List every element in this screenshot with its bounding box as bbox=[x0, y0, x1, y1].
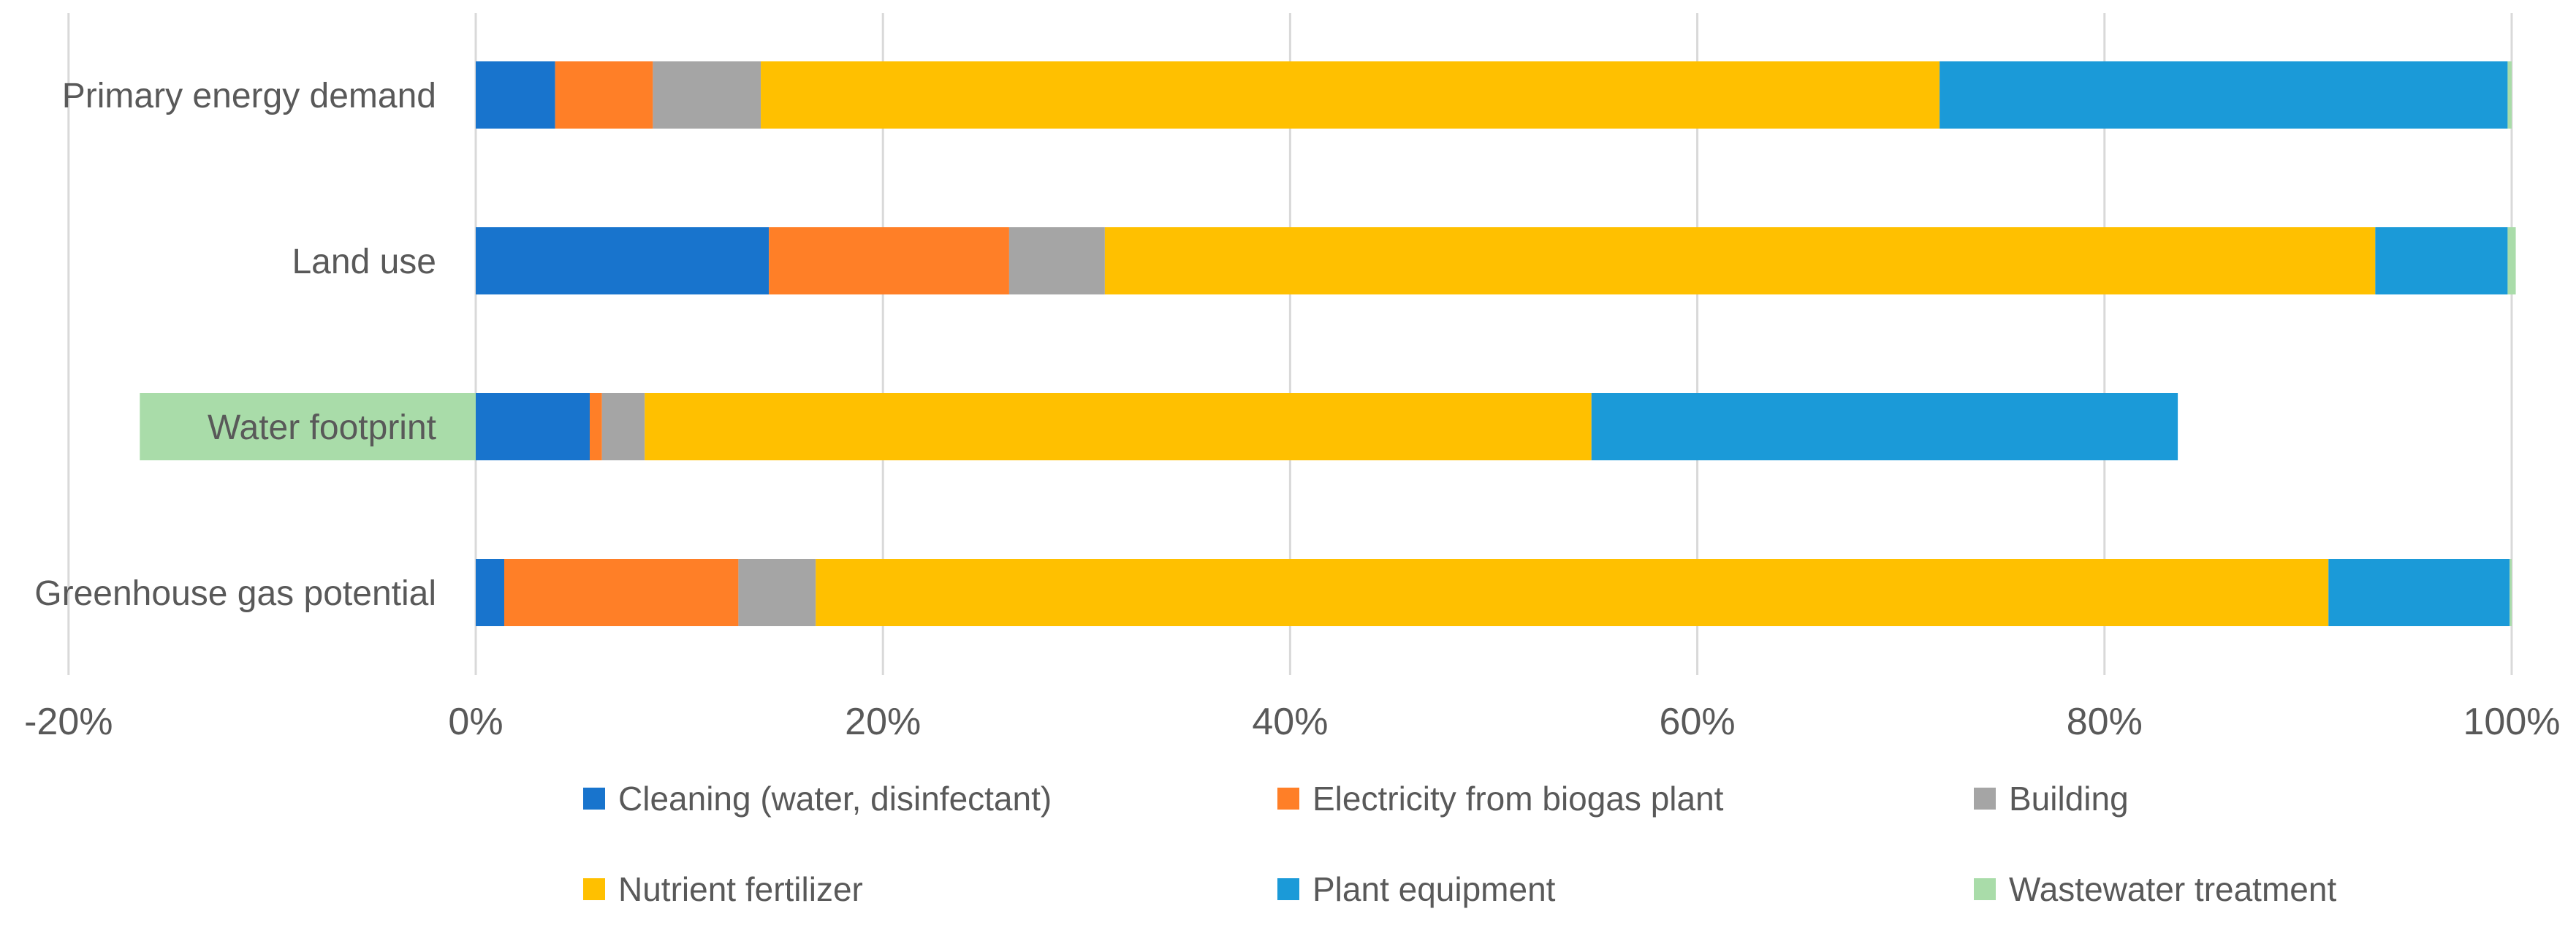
legend-swatch bbox=[583, 788, 605, 810]
bar-segment-0-2 bbox=[653, 61, 761, 129]
x-axis-tick-labels: -20% 0% 20% 40% 60% 80% 100% bbox=[24, 701, 2560, 743]
category-label: Primary energy demand bbox=[62, 77, 436, 115]
bar-segment-0-4 bbox=[1939, 61, 2508, 129]
bar-segment-2-0 bbox=[476, 393, 590, 460]
bar-segment-3-3 bbox=[816, 559, 2329, 626]
legend-label: Building bbox=[2009, 780, 2129, 818]
bar-segment-0-3 bbox=[761, 61, 1940, 129]
bar-segment-2-3 bbox=[645, 393, 1592, 460]
legend-label: Wastewater treatment bbox=[2009, 870, 2336, 908]
legend-swatch bbox=[1277, 788, 1299, 810]
bar-segment-2-1 bbox=[590, 393, 602, 460]
bar-segment-3-4 bbox=[2328, 559, 2510, 626]
category-label: Greenhouse gas potential bbox=[34, 574, 436, 613]
x-tick-label: 60% bbox=[1660, 701, 1736, 743]
x-tick-label: 20% bbox=[845, 701, 921, 743]
bar-segment-2-2 bbox=[601, 393, 645, 460]
bar-segment-1-2 bbox=[1008, 227, 1105, 294]
bar-segment-1-0 bbox=[476, 227, 770, 294]
bar-segment-2-4 bbox=[1591, 393, 2178, 460]
bar-segment-3-2 bbox=[738, 559, 816, 626]
legend-label: Plant equipment bbox=[1312, 870, 1556, 908]
bar-segment-0-5 bbox=[2507, 61, 2512, 129]
x-tick-label: 40% bbox=[1252, 701, 1328, 743]
legend-label: Cleaning (water, disinfectant) bbox=[618, 780, 1052, 818]
bar-segment-1-1 bbox=[769, 227, 1009, 294]
bar-segment-3-0 bbox=[476, 559, 505, 626]
category-labels: Primary energy demand Land use Water footp… bbox=[34, 77, 436, 613]
legend-swatch bbox=[583, 878, 605, 900]
bar-segment-1-4 bbox=[2375, 227, 2508, 294]
legend-label: Nutrient fertilizer bbox=[618, 870, 863, 908]
bar-layer bbox=[140, 61, 2516, 626]
legend-swatch bbox=[1974, 878, 1996, 900]
bar-segment-1-3 bbox=[1104, 227, 2376, 294]
x-tick-label: 80% bbox=[2067, 701, 2143, 743]
legend-label: Electricity from biogas plant bbox=[1312, 780, 1724, 818]
x-tick-label: 100% bbox=[2463, 701, 2561, 743]
bar-segment-2-5 bbox=[140, 393, 476, 460]
bar-segment-0-1 bbox=[555, 61, 653, 129]
legend-swatch bbox=[1277, 878, 1299, 900]
x-tick-label: 0% bbox=[448, 701, 503, 743]
category-label: Land use bbox=[292, 243, 436, 281]
bar-segment-0-0 bbox=[476, 61, 555, 129]
legend-swatch bbox=[1974, 788, 1996, 810]
category-label: Water footprint bbox=[208, 408, 436, 447]
x-tick-label: -20% bbox=[24, 701, 113, 743]
legend: Cleaning (water, disinfectant) Electricit… bbox=[583, 780, 2336, 908]
bar-segment-1-5 bbox=[2507, 227, 2516, 294]
bar-segment-3-1 bbox=[504, 559, 739, 626]
bar-segment-3-5 bbox=[2509, 559, 2512, 626]
